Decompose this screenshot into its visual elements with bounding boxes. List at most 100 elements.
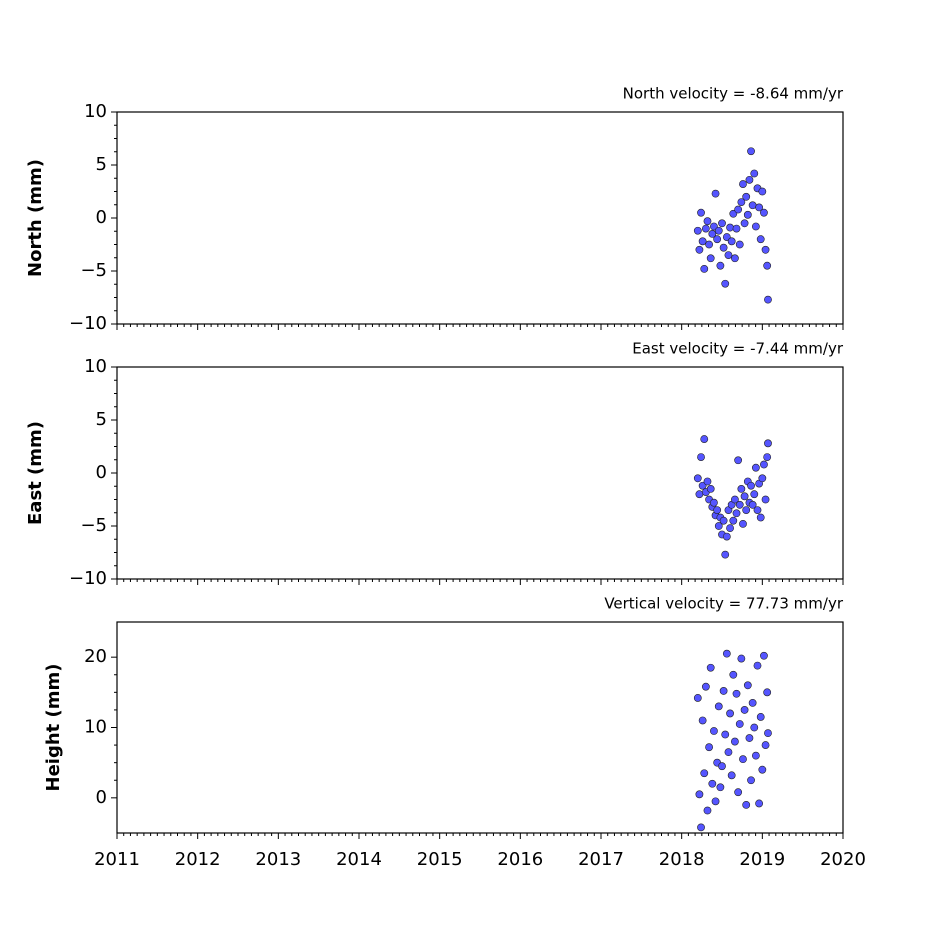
- data-point: [750, 490, 759, 499]
- data-point: [739, 519, 747, 528]
- data-point: [755, 203, 764, 212]
- data-point: [758, 474, 767, 483]
- data-point: [701, 682, 710, 691]
- x-tick-label: 2012: [175, 849, 221, 870]
- data-point: [714, 702, 723, 711]
- panel-title: Vertical velocity = 77.73 mm/yr: [604, 595, 844, 613]
- data-point: [722, 532, 731, 541]
- data-point: [745, 734, 754, 742]
- data-point: [706, 254, 715, 263]
- data-point: [700, 769, 709, 778]
- data-point: [711, 189, 720, 198]
- data-point: [705, 743, 713, 752]
- data-point: [758, 187, 767, 196]
- data-point: [743, 681, 752, 690]
- data-point: [753, 506, 762, 514]
- y-tick-label: −5: [80, 515, 107, 536]
- data-point: [760, 460, 768, 469]
- data-point: [740, 219, 749, 228]
- data-point: [729, 670, 738, 679]
- axes-frame: [116, 621, 844, 834]
- data-point: [761, 741, 770, 749]
- y-tick-label: 5: [96, 154, 107, 175]
- data-point: [751, 463, 760, 472]
- data-point: [739, 180, 747, 188]
- data-point: [739, 755, 747, 764]
- y-tick-label: 0: [96, 787, 107, 808]
- panel-title: North velocity = -8.64 mm/yr: [623, 85, 844, 103]
- data-point: [742, 800, 751, 809]
- x-tick-label: 2013: [255, 849, 301, 870]
- data-point: [740, 706, 749, 714]
- data-point: [747, 776, 755, 785]
- data-point: [697, 823, 705, 832]
- data-point: [753, 661, 762, 670]
- data-point: [734, 456, 743, 465]
- data-point: [706, 663, 715, 672]
- data-point: [750, 723, 759, 732]
- data-point: [705, 240, 713, 249]
- data-point: [756, 713, 765, 721]
- data-point: [731, 737, 739, 746]
- data-point: [695, 790, 704, 799]
- data-point: [763, 453, 772, 461]
- data-point: [698, 716, 707, 725]
- x-tick-label: 2020: [820, 849, 866, 870]
- data-point: [700, 435, 709, 443]
- y-tick-label: 10: [84, 717, 107, 738]
- data-point: [742, 192, 751, 201]
- y-axis-label: East (mm): [25, 421, 46, 525]
- data-point: [764, 295, 772, 304]
- data-point: [703, 806, 712, 815]
- data-point: [735, 500, 744, 509]
- data-point: [693, 474, 702, 483]
- data-point: [698, 237, 707, 246]
- data-point: [750, 169, 759, 178]
- data-point: [756, 513, 765, 522]
- data-point: [745, 175, 754, 184]
- data-point: [761, 495, 770, 504]
- data-point: [732, 689, 741, 698]
- data-point: [751, 751, 760, 760]
- panel-title: East velocity = -7.44 mm/yr: [632, 340, 844, 358]
- data-point: [706, 484, 715, 493]
- y-tick-label: 10: [84, 356, 107, 377]
- data-point: [748, 500, 757, 509]
- data-point: [710, 498, 718, 507]
- data-point: [710, 727, 718, 735]
- data-point: [719, 243, 728, 252]
- data-point: [693, 694, 702, 702]
- x-tick-label: 2017: [578, 849, 624, 870]
- data-point: [740, 492, 749, 501]
- data-point: [697, 208, 705, 217]
- y-tick-label: −5: [80, 260, 107, 281]
- data-point: [695, 245, 704, 254]
- data-point: [727, 237, 736, 246]
- axes-frame: [116, 111, 844, 325]
- y-tick-label: −10: [69, 313, 107, 334]
- data-point: [747, 481, 755, 490]
- data-point: [714, 522, 723, 530]
- data-point: [764, 729, 772, 738]
- data-point: [734, 788, 743, 797]
- data-point: [714, 226, 723, 235]
- data-point: [743, 210, 752, 219]
- data-point: [713, 506, 722, 514]
- data-point: [737, 484, 746, 493]
- data-point: [732, 224, 741, 233]
- data-point: [748, 698, 757, 707]
- data-point: [760, 651, 768, 660]
- data-point: [737, 198, 746, 206]
- x-tick-label: 2011: [94, 849, 140, 870]
- data-point: [716, 783, 725, 792]
- data-point: [761, 245, 770, 254]
- data-point: [732, 509, 741, 518]
- data-point: [719, 687, 728, 695]
- data-point: [700, 264, 709, 273]
- data-point: [729, 516, 738, 525]
- x-tick-label: 2015: [417, 849, 463, 870]
- data-point: [708, 229, 717, 238]
- y-tick-label: 20: [84, 646, 107, 667]
- data-point: [713, 235, 722, 244]
- data-point: [748, 201, 757, 210]
